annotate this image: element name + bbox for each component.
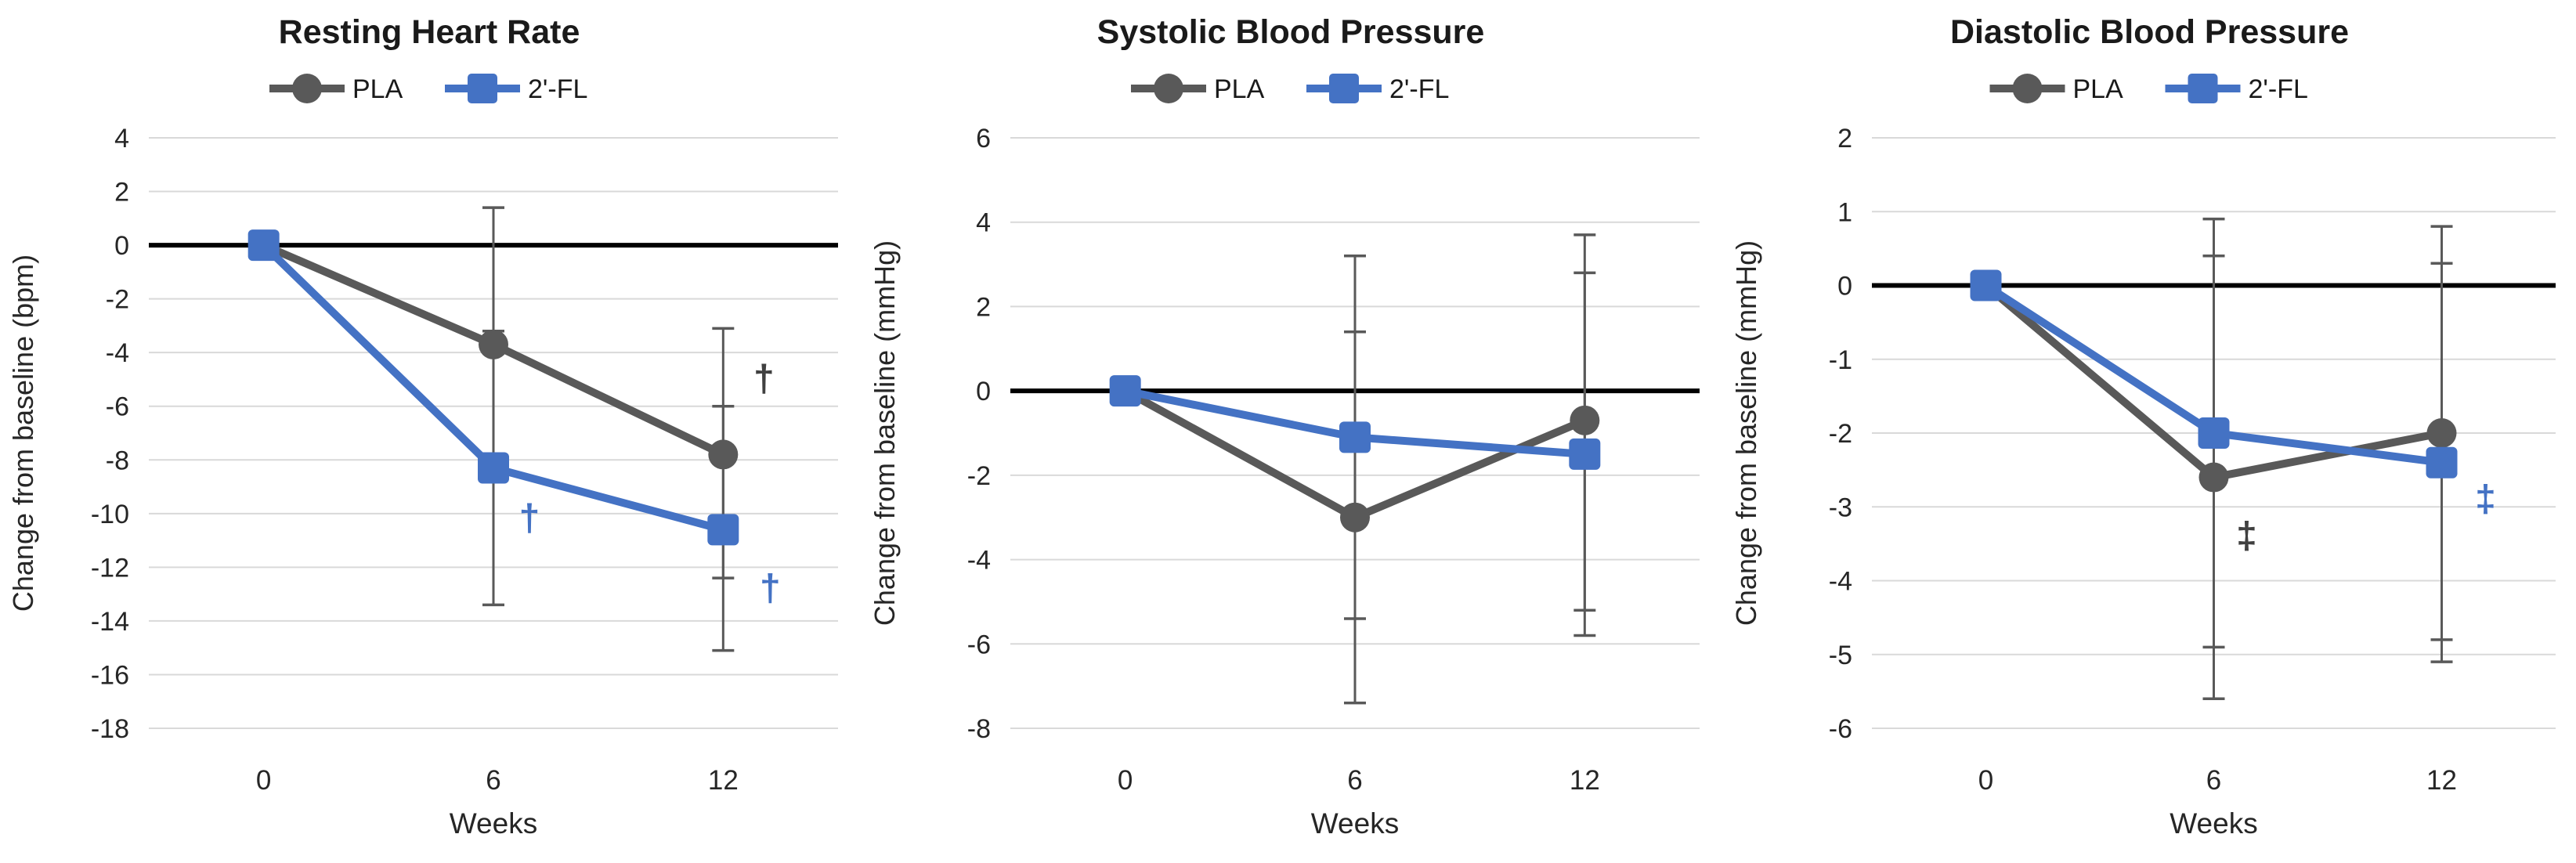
chart-panel-diastolic-blood-pressure: Diastolic Blood Pressure PLA 2'-FL 2 1 0 -1 -2 -…: [1723, 0, 2576, 863]
y-tick-label: -4: [1829, 567, 1852, 597]
data-point-2fl-week12: [2426, 446, 2458, 478]
x-tick-label: 0: [1118, 765, 1133, 796]
y-tick-label: -18: [91, 714, 129, 744]
y-tick-label: -2: [106, 285, 129, 315]
legend-label: PLA: [2073, 74, 2124, 104]
data-point-2fl-week6: [2198, 417, 2230, 449]
y-tick-label: -4: [967, 546, 991, 576]
y-tick-label: -10: [91, 500, 129, 529]
x-tick-label: 6: [486, 765, 500, 796]
data-point-2fl-week6: [1339, 421, 1371, 453]
y-tick-label: -3: [1829, 493, 1852, 522]
chart-diastolic-blood-pressure: Diastolic Blood Pressure PLA 2'-FL 2 1 0 -1 -2 -…: [1730, 13, 2556, 840]
x-axis-label: Weeks: [2170, 807, 2257, 840]
legend-square-marker-icon: [1329, 74, 1359, 103]
chart-title: Resting Heart Rate: [279, 13, 580, 51]
y-tick-label: -14: [91, 607, 129, 637]
y-axis-label: Change from baseline (mmHg): [869, 240, 901, 626]
chart-panel-resting-heart-rate: Resting Heart Rate PLA 2'-FL 4 2 0 -2 -4 -6 -8 -10…: [0, 0, 858, 863]
legend-item-pla: PLA: [1131, 74, 1265, 104]
legend-circle-marker-icon: [2012, 74, 2043, 103]
significance-marker: ‡: [2236, 515, 2257, 557]
y-tick-label: -1: [1829, 345, 1852, 375]
chart-title: Diastolic Blood Pressure: [1950, 13, 2349, 51]
y-tick-label: 6: [976, 124, 991, 153]
legend-label: 2'-FL: [528, 74, 587, 104]
y-tick-label: -2: [967, 461, 991, 491]
y-tick-label: 4: [976, 208, 991, 238]
y-tick-label: 2: [976, 292, 991, 322]
data-point-2fl-week0: [1970, 269, 2002, 302]
x-axis-label: Weeks: [1311, 807, 1399, 840]
y-tick-label: 1: [1837, 197, 1852, 227]
data-point-2fl-week0: [1109, 375, 1141, 407]
y-tick-label: -8: [967, 714, 991, 744]
data-point-pla-week6: [2198, 462, 2229, 493]
data-point-2fl-week6: [478, 452, 509, 484]
data-point-pla-week12: [2426, 418, 2457, 448]
y-tick-label: -6: [967, 630, 991, 659]
legend: PLA 2'-FL: [1131, 74, 1449, 104]
y-tick-label: 0: [114, 231, 129, 261]
significance-marker: †: [760, 568, 781, 609]
y-tick-label: -5: [1829, 641, 1852, 670]
x-tick-label: 12: [708, 765, 739, 796]
y-tick-label: -6: [106, 392, 129, 422]
legend: PLA 2'-FL: [269, 74, 587, 104]
chart-systolic-blood-pressure: Systolic Blood Pressure PLA 2'-FL 6 4 2 0 -2 -4 -…: [869, 13, 1700, 840]
y-axis-label: Change from baseline (bpm): [7, 255, 39, 612]
y-axis-label: Change from baseline (mmHg): [1730, 240, 1762, 626]
x-tick-label: 0: [256, 765, 271, 796]
chart-resting-heart-rate: Resting Heart Rate PLA 2'-FL 4 2 0 -2 -4 -6 -8 -10…: [7, 13, 838, 840]
chart-title: Systolic Blood Pressure: [1097, 13, 1485, 51]
legend: PLA 2'-FL: [1989, 74, 2308, 104]
y-tick-label: 2: [114, 178, 129, 208]
legend-item-pla: PLA: [1989, 74, 2124, 104]
data-point-pla-week6: [479, 329, 508, 359]
legend-item-2-fl: 2'-FL: [1306, 74, 1449, 104]
data-point-pla-week6: [1340, 502, 1370, 533]
x-tick-label: 6: [2206, 765, 2221, 796]
legend-label: PLA: [1214, 74, 1265, 104]
x-tick-label: 6: [1347, 765, 1362, 796]
y-tick-label: 0: [1837, 272, 1852, 302]
legend-label: 2'-FL: [2249, 74, 2308, 104]
significance-marker: ‡: [2475, 478, 2496, 520]
legend-item-2-fl: 2'-FL: [445, 74, 587, 104]
y-tick-label: -6: [1829, 714, 1852, 744]
data-point-pla-week12: [1570, 405, 1600, 435]
data-point-2fl-week0: [247, 229, 280, 262]
data-point-2fl-week12: [707, 514, 739, 546]
y-tick-label: -2: [1829, 419, 1852, 449]
y-tick-label: -12: [91, 553, 129, 583]
legend-label: 2'-FL: [1389, 74, 1449, 104]
x-tick-label: 12: [2426, 765, 2457, 796]
legend-item-2-fl: 2'-FL: [2165, 74, 2308, 104]
y-tick-label: 2: [1837, 124, 1852, 153]
y-tick-label: -16: [91, 660, 129, 690]
data-point-2fl-week12: [1569, 438, 1601, 470]
significance-marker: †: [753, 358, 775, 399]
legend-item-pla: PLA: [269, 74, 403, 104]
x-tick-label: 0: [1978, 765, 1993, 796]
chart-panel-systolic-blood-pressure: Systolic Blood Pressure PLA 2'-FL 6 4 2 0 -2 -4 -…: [862, 0, 1720, 863]
legend-square-marker-icon: [468, 74, 497, 103]
x-axis-label: Weeks: [450, 807, 537, 840]
y-tick-label: 0: [976, 377, 991, 406]
legend-label: PLA: [352, 74, 403, 104]
legend-circle-marker-icon: [1154, 74, 1183, 103]
y-tick-label: -8: [106, 446, 129, 475]
significance-marker: †: [519, 498, 540, 540]
legend-circle-marker-icon: [292, 74, 322, 103]
data-point-pla-week12: [708, 439, 739, 470]
y-tick-label: -4: [106, 338, 129, 368]
x-tick-label: 12: [1570, 765, 1600, 796]
y-tick-label: 4: [114, 124, 129, 153]
legend-square-marker-icon: [2188, 74, 2218, 103]
